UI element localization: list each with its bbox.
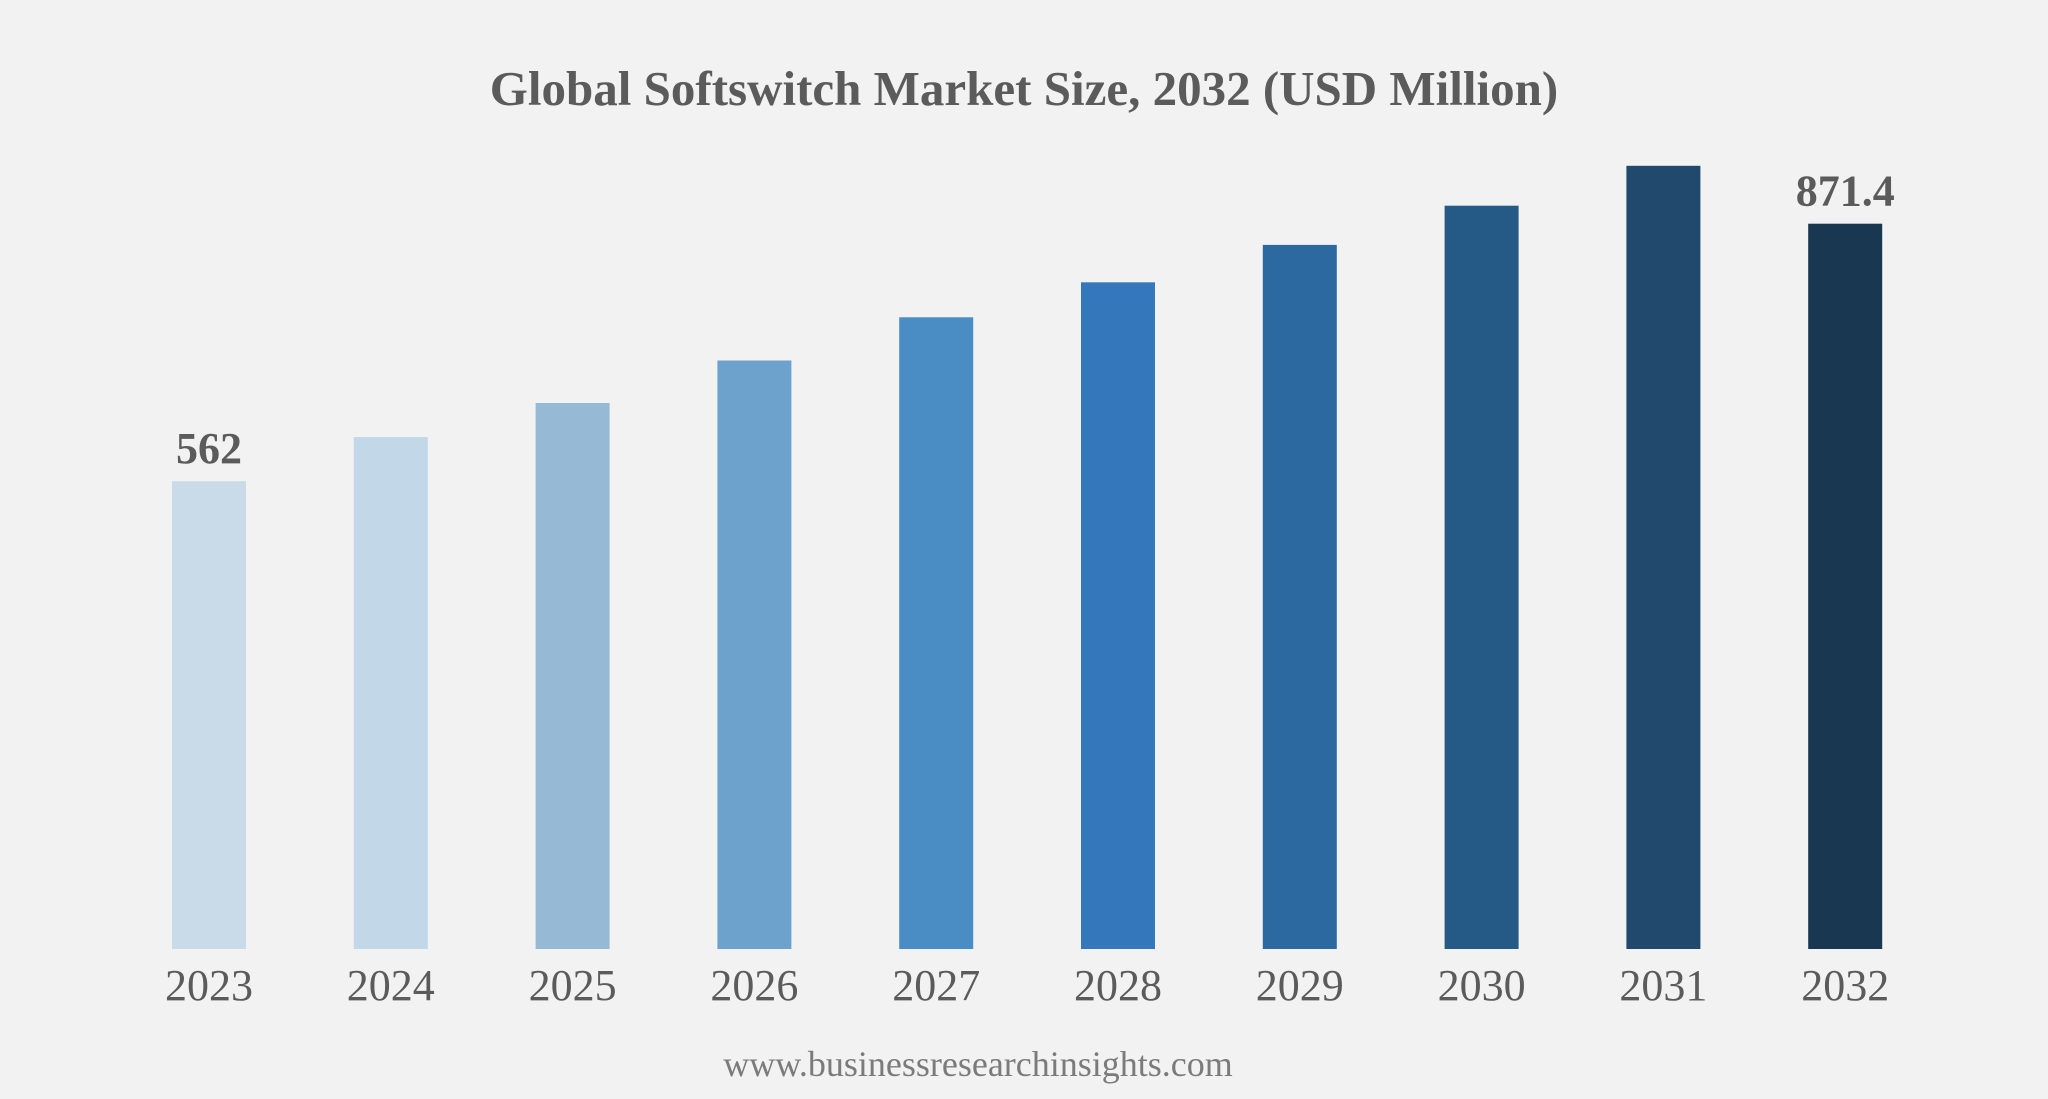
bar-2031: [1626, 165, 1701, 950]
x-tick-label-2023: 2023: [165, 961, 253, 1010]
bars-layer: [172, 165, 1883, 950]
chart-title: Global Softswitch Market Size, 2032 (USD…: [489, 61, 1559, 116]
x-axis-tick-labels: 2023 2024 2025 2026 2027 2028 2029 2030 2031 2032: [165, 961, 1889, 1010]
bar-2024: [353, 437, 428, 949]
bar-2028: [1081, 282, 1155, 949]
x-tick-label-2029: 2029: [1256, 961, 1344, 1010]
data-labels-layer: 562 871.4: [176, 167, 1895, 474]
x-tick-label-2026: 2026: [710, 961, 798, 1010]
bar-2030: [1444, 205, 1519, 949]
x-tick-label-2032: 2032: [1801, 961, 1889, 1010]
x-tick-label-2028: 2028: [1074, 961, 1162, 1010]
source-credit: www.businessresearchinsights.com: [723, 1044, 1233, 1084]
bar-2023: [172, 481, 246, 949]
x-tick-label-2025: 2025: [529, 961, 617, 1010]
bar-2026: [717, 360, 792, 949]
x-tick-label-2024: 2024: [347, 961, 435, 1010]
bar-2025: [535, 403, 610, 949]
x-tick-label-2027: 2027: [892, 961, 980, 1010]
bar-2027: [899, 317, 974, 949]
x-tick-label-2031: 2031: [1619, 961, 1707, 1010]
data-label-2023: 562: [176, 424, 242, 473]
bar-2032: [1808, 223, 1883, 949]
bar-2029: [1262, 244, 1337, 949]
data-label-2032: 871.4: [1796, 167, 1895, 216]
x-tick-label-2030: 2030: [1438, 961, 1526, 1010]
